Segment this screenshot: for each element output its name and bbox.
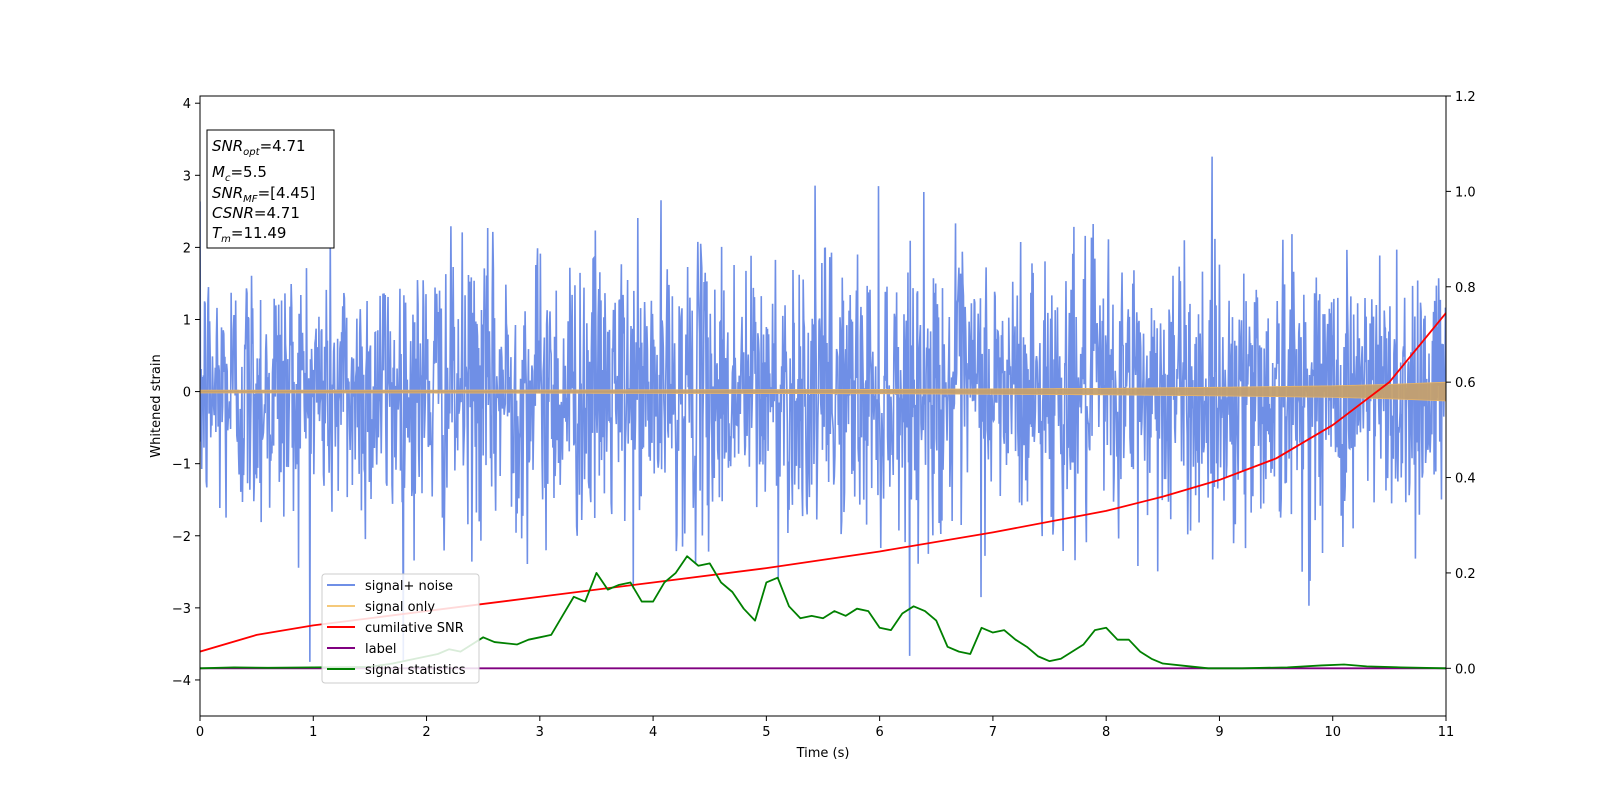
x-tick-label: 1	[309, 725, 317, 740]
y-tick-label: 4	[183, 97, 191, 112]
x-tick-label: 11	[1438, 725, 1455, 740]
legend-label-cumulative-snr: cumilative SNR	[365, 621, 464, 636]
y-tick-label: −3	[172, 602, 191, 617]
x-tick-label: 10	[1324, 725, 1341, 740]
y-axis-left: 4 3 2 1 0 −1 −2 −3 −4	[172, 97, 200, 689]
y2-tick-label: 1.0	[1455, 185, 1476, 200]
series-signal-statistics	[200, 555, 1446, 670]
y-axis-title: Whitened strain	[149, 354, 164, 457]
annotation-box: SNRopt=4.71 Mc=5.5 SNRMF=[4.45] CSNR=4.7…	[206, 129, 335, 249]
annotation-csnr: CSNR=4.71	[212, 204, 300, 222]
x-tick-label: 6	[875, 725, 883, 740]
y-tick-label: 1	[183, 313, 191, 328]
y2-tick-label: 0.4	[1455, 472, 1476, 487]
y2-tick-label: 0.6	[1455, 376, 1476, 391]
y2-tick-label: 0.2	[1455, 567, 1476, 582]
x-tick-label: 0	[196, 725, 204, 740]
annotation-snr-mf: SNRMF=[4.45]	[212, 184, 315, 205]
annotation-snr-opt: SNRopt=4.71	[212, 137, 306, 158]
y-tick-label: 2	[183, 241, 191, 256]
series-signal-noise	[200, 156, 1446, 662]
annotation-chirp-mass: Mc=5.5	[212, 163, 267, 184]
x-tick-label: 2	[422, 725, 430, 740]
y2-tick-label: 1.2	[1455, 90, 1476, 105]
y2-tick-label: 0.8	[1455, 281, 1476, 296]
y-axis-right: 1.2 1.0 0.8 0.6 0.4 0.2 0.0	[1446, 90, 1476, 677]
x-axis-title: Time (s)	[796, 746, 850, 761]
legend-label-signal-statistics: signal statistics	[365, 663, 466, 678]
x-axis: 0 1 2 3 4 5 6 7 8 9 10 11	[196, 716, 1454, 740]
y-tick-label: −2	[172, 530, 191, 545]
y-tick-label: −1	[172, 458, 191, 473]
legend-label-signal-noise: signal+ noise	[365, 579, 453, 594]
plot-frame	[199, 95, 1447, 717]
x-tick-label: 7	[989, 725, 997, 740]
legend-label-signal-only: signal only	[365, 600, 435, 615]
y-tick-label: −4	[172, 674, 191, 689]
y2-tick-label: 0.0	[1455, 662, 1476, 677]
series-signal-only	[200, 381, 1446, 402]
legend-frame	[321, 573, 480, 684]
x-tick-label: 4	[649, 725, 657, 740]
x-tick-label: 9	[1215, 725, 1223, 740]
y-tick-label: 0	[183, 386, 191, 401]
legend: signal+ noise signal only cumilative SNR…	[321, 573, 480, 684]
annotation-frame	[206, 129, 335, 249]
x-tick-label: 5	[762, 725, 770, 740]
x-tick-label: 3	[536, 725, 544, 740]
y-tick-label: 3	[183, 169, 191, 184]
x-tick-label: 8	[1102, 725, 1110, 740]
legend-label-label: label	[365, 642, 396, 657]
annotation-merger-time: Tm=11.49	[212, 224, 286, 245]
